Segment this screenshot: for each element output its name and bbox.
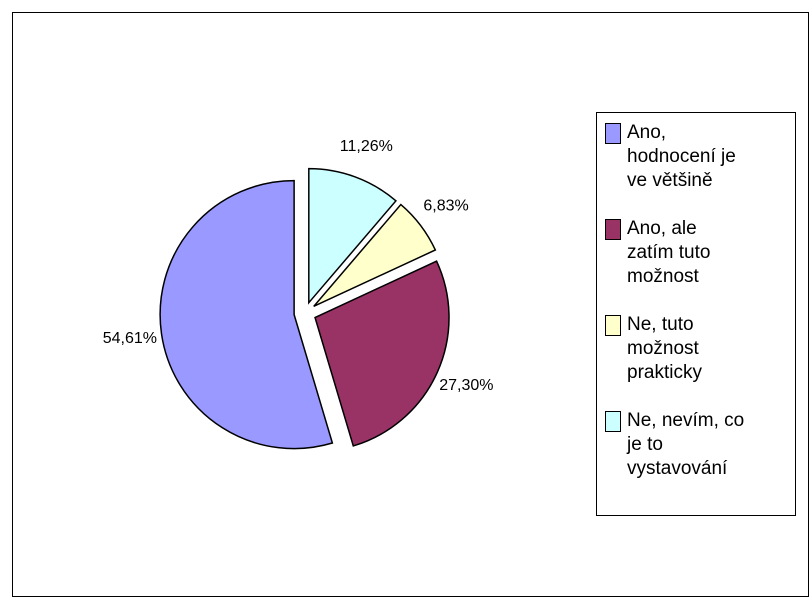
data-label: 54,61% <box>103 330 157 347</box>
legend-label: Ano, hodnocení je ve většině <box>627 122 736 191</box>
legend-label: Ne, nevím, co je to vystavování <box>627 410 745 479</box>
pie-slice <box>308 167 397 305</box>
legend-entry: Ne, nevím, co je to vystavování <box>605 409 795 481</box>
data-label: 6,83% <box>423 197 468 214</box>
pie-slice <box>314 260 450 447</box>
pie-slice <box>313 203 437 308</box>
legend-swatch <box>605 219 621 240</box>
pie-slice <box>159 179 334 450</box>
legend-swatch <box>605 123 621 144</box>
legend-entry: Ano, hodnocení je ve většině <box>605 121 795 193</box>
legend-swatch <box>605 411 621 432</box>
data-label: 11,26% <box>340 138 393 155</box>
legend-swatch <box>605 315 621 336</box>
legend-label: Ano, ale zatím tuto možnost <box>627 218 711 287</box>
legend-label: Ne, tuto možnost prakticky <box>627 314 702 383</box>
data-label: 27,30% <box>439 377 493 394</box>
legend-entry: Ano, ale zatím tuto možnost <box>605 217 795 289</box>
legend-entry: Ne, tuto možnost prakticky <box>605 313 795 385</box>
legend: Ano, hodnocení je ve většině Ano, ale zat… <box>596 112 796 516</box>
